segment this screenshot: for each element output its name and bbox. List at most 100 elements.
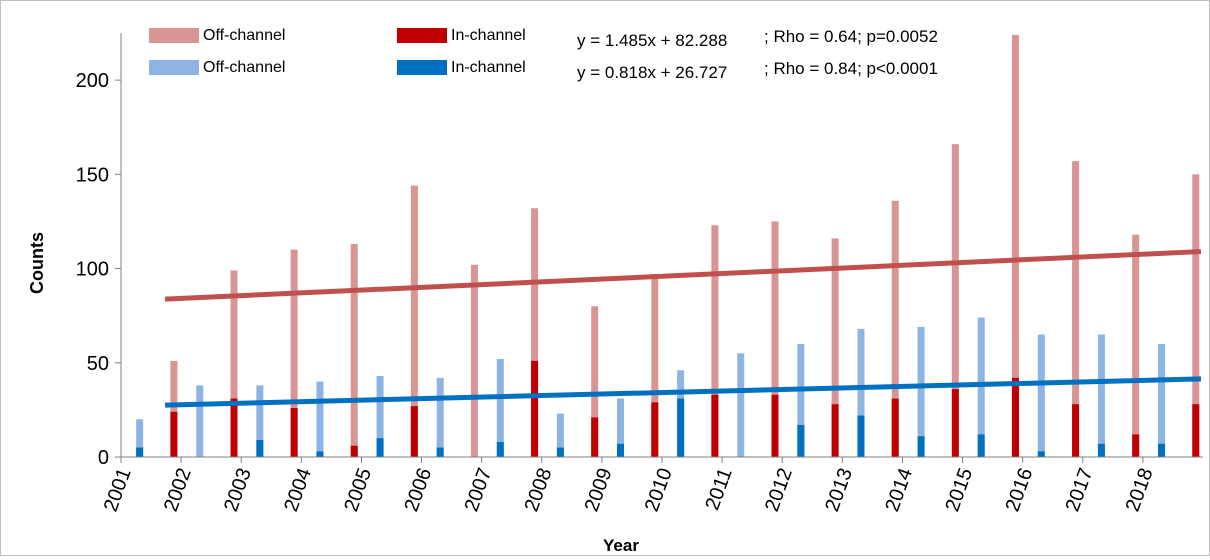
bar-red-in-channel — [1192, 404, 1200, 457]
bar-blue-in-channel — [1037, 451, 1045, 457]
legend-label: Off-channel — [203, 27, 285, 44]
bar-blue-off-channel — [977, 317, 985, 457]
x-tick-label: 2004 — [280, 465, 316, 514]
bar-red-in-channel — [951, 389, 959, 457]
bar-red-off-channel — [230, 270, 238, 457]
x-tick-label: 2010 — [641, 465, 677, 514]
bar-blue-in-channel — [977, 434, 985, 457]
x-tick-label: 2005 — [340, 465, 376, 514]
legend-swatch — [149, 60, 199, 75]
bar-red-in-channel — [410, 406, 418, 457]
bar-blue-off-channel — [136, 419, 144, 457]
bar-red-off-channel — [1072, 161, 1080, 458]
bar-red-off-channel — [651, 274, 659, 457]
x-tick-label: 2012 — [761, 465, 797, 514]
trendline-red — [164, 249, 1202, 302]
x-tick-label: 2017 — [1062, 465, 1098, 514]
x-tick-label: 2006 — [400, 465, 436, 514]
bar-blue-in-channel — [1097, 443, 1105, 457]
bar-red-off-channel — [771, 221, 779, 457]
bar-red-in-channel — [230, 398, 238, 457]
x-tick-label: 2002 — [160, 465, 196, 514]
y-tick-label: 50 — [87, 353, 109, 375]
y-tick-label: 150 — [76, 164, 109, 186]
bar-blue-in-channel — [436, 447, 444, 457]
bar-blue-in-channel — [376, 438, 384, 457]
bar-red-off-channel — [1011, 34, 1019, 457]
bar-blue-off-channel — [1097, 334, 1105, 457]
bar-blue-in-channel — [917, 436, 925, 457]
bar-blue-off-channel — [556, 413, 564, 457]
bar-red-in-channel — [651, 402, 659, 457]
bar-red-off-channel — [1132, 234, 1140, 457]
bar-blue-in-channel — [857, 415, 865, 457]
legend-swatch — [397, 60, 447, 75]
x-tick-label: 2018 — [1122, 465, 1158, 514]
bar-blue-off-channel — [617, 398, 625, 457]
bar-red-off-channel — [591, 306, 599, 457]
bar-red-in-channel — [350, 445, 358, 457]
bar-red-off-channel — [831, 238, 839, 457]
y-tick-label: 0 — [98, 447, 109, 469]
trendline-equation: y = 0.818x + 26.727 — [577, 63, 727, 82]
bar-red-off-channel — [350, 244, 358, 457]
legend: Off-channel In-channel y = 1.485x + 82.288… — [149, 27, 938, 82]
bar-red-in-channel — [1132, 434, 1140, 457]
trendline-stats: ; Rho = 0.84; p<0.0001 — [764, 59, 938, 78]
bar-red-in-channel — [711, 394, 719, 457]
bar-blue-off-channel — [496, 359, 504, 457]
trendline-stats: ; Rho = 0.64; p=0.0052 — [764, 27, 938, 46]
x-tick-label: 2011 — [701, 465, 736, 513]
x-tick-label: 2008 — [521, 465, 557, 514]
x-tick-label: 2009 — [581, 465, 617, 514]
legend-label: In-channel — [451, 27, 526, 44]
x-tick-label: 2014 — [881, 465, 917, 514]
trendline-blue — [165, 376, 1202, 408]
legend-label: Off-channel — [203, 59, 285, 76]
bar-blue-off-channel — [316, 381, 324, 457]
legend-swatch — [397, 28, 447, 43]
x-tick-label: 2003 — [220, 465, 256, 514]
x-tick-label: 2016 — [1001, 465, 1037, 514]
bar-red-in-channel — [831, 404, 839, 457]
bar-red-in-channel — [290, 408, 298, 457]
bar-blue-off-channel — [256, 385, 264, 457]
bar-red-in-channel — [771, 394, 779, 457]
bar-blue-in-channel — [256, 440, 264, 457]
bar-blue-off-channel — [196, 385, 204, 457]
y-tick-label: 100 — [76, 259, 109, 281]
bar-red-in-channel — [1011, 377, 1019, 457]
bar-red-off-channel — [170, 360, 178, 457]
x-tick-label: 2001 — [100, 465, 136, 514]
bar-red-off-channel — [470, 264, 478, 457]
bar-blue-in-channel — [617, 443, 625, 457]
bar-blue-in-channel — [496, 441, 504, 457]
bar-red-in-channel — [531, 360, 539, 457]
x-tick-label: 2007 — [460, 465, 496, 514]
legend-label: In-channel — [451, 59, 526, 76]
bar-red-off-channel — [290, 249, 298, 457]
bar-red-off-channel — [410, 185, 418, 457]
x-tick-label: 2015 — [941, 465, 977, 514]
bar-blue-in-channel — [316, 451, 324, 457]
bar-red-off-channel — [1192, 174, 1200, 458]
y-axis-label: Counts — [27, 232, 47, 294]
bar-blue-off-channel — [857, 328, 865, 457]
x-axis-label: Year — [603, 536, 639, 555]
bar-red-in-channel — [1072, 404, 1080, 457]
bar-red-in-channel — [591, 417, 599, 457]
bar-blue-off-channel — [797, 343, 805, 457]
bar-red-in-channel — [891, 398, 899, 457]
bar-blue-in-channel — [136, 447, 144, 457]
bar-blue-in-channel — [1158, 443, 1166, 457]
bar-blue-off-channel — [917, 326, 925, 457]
bar-red-off-channel — [531, 208, 539, 457]
legend-swatch — [149, 28, 199, 43]
bar-blue-off-channel — [1037, 334, 1045, 457]
bar-blue-off-channel — [1158, 343, 1166, 457]
bar-red-in-channel — [170, 411, 178, 457]
x-tick-label: 2013 — [821, 465, 857, 514]
trendline-equation: y = 1.485x + 82.288 — [577, 31, 727, 50]
